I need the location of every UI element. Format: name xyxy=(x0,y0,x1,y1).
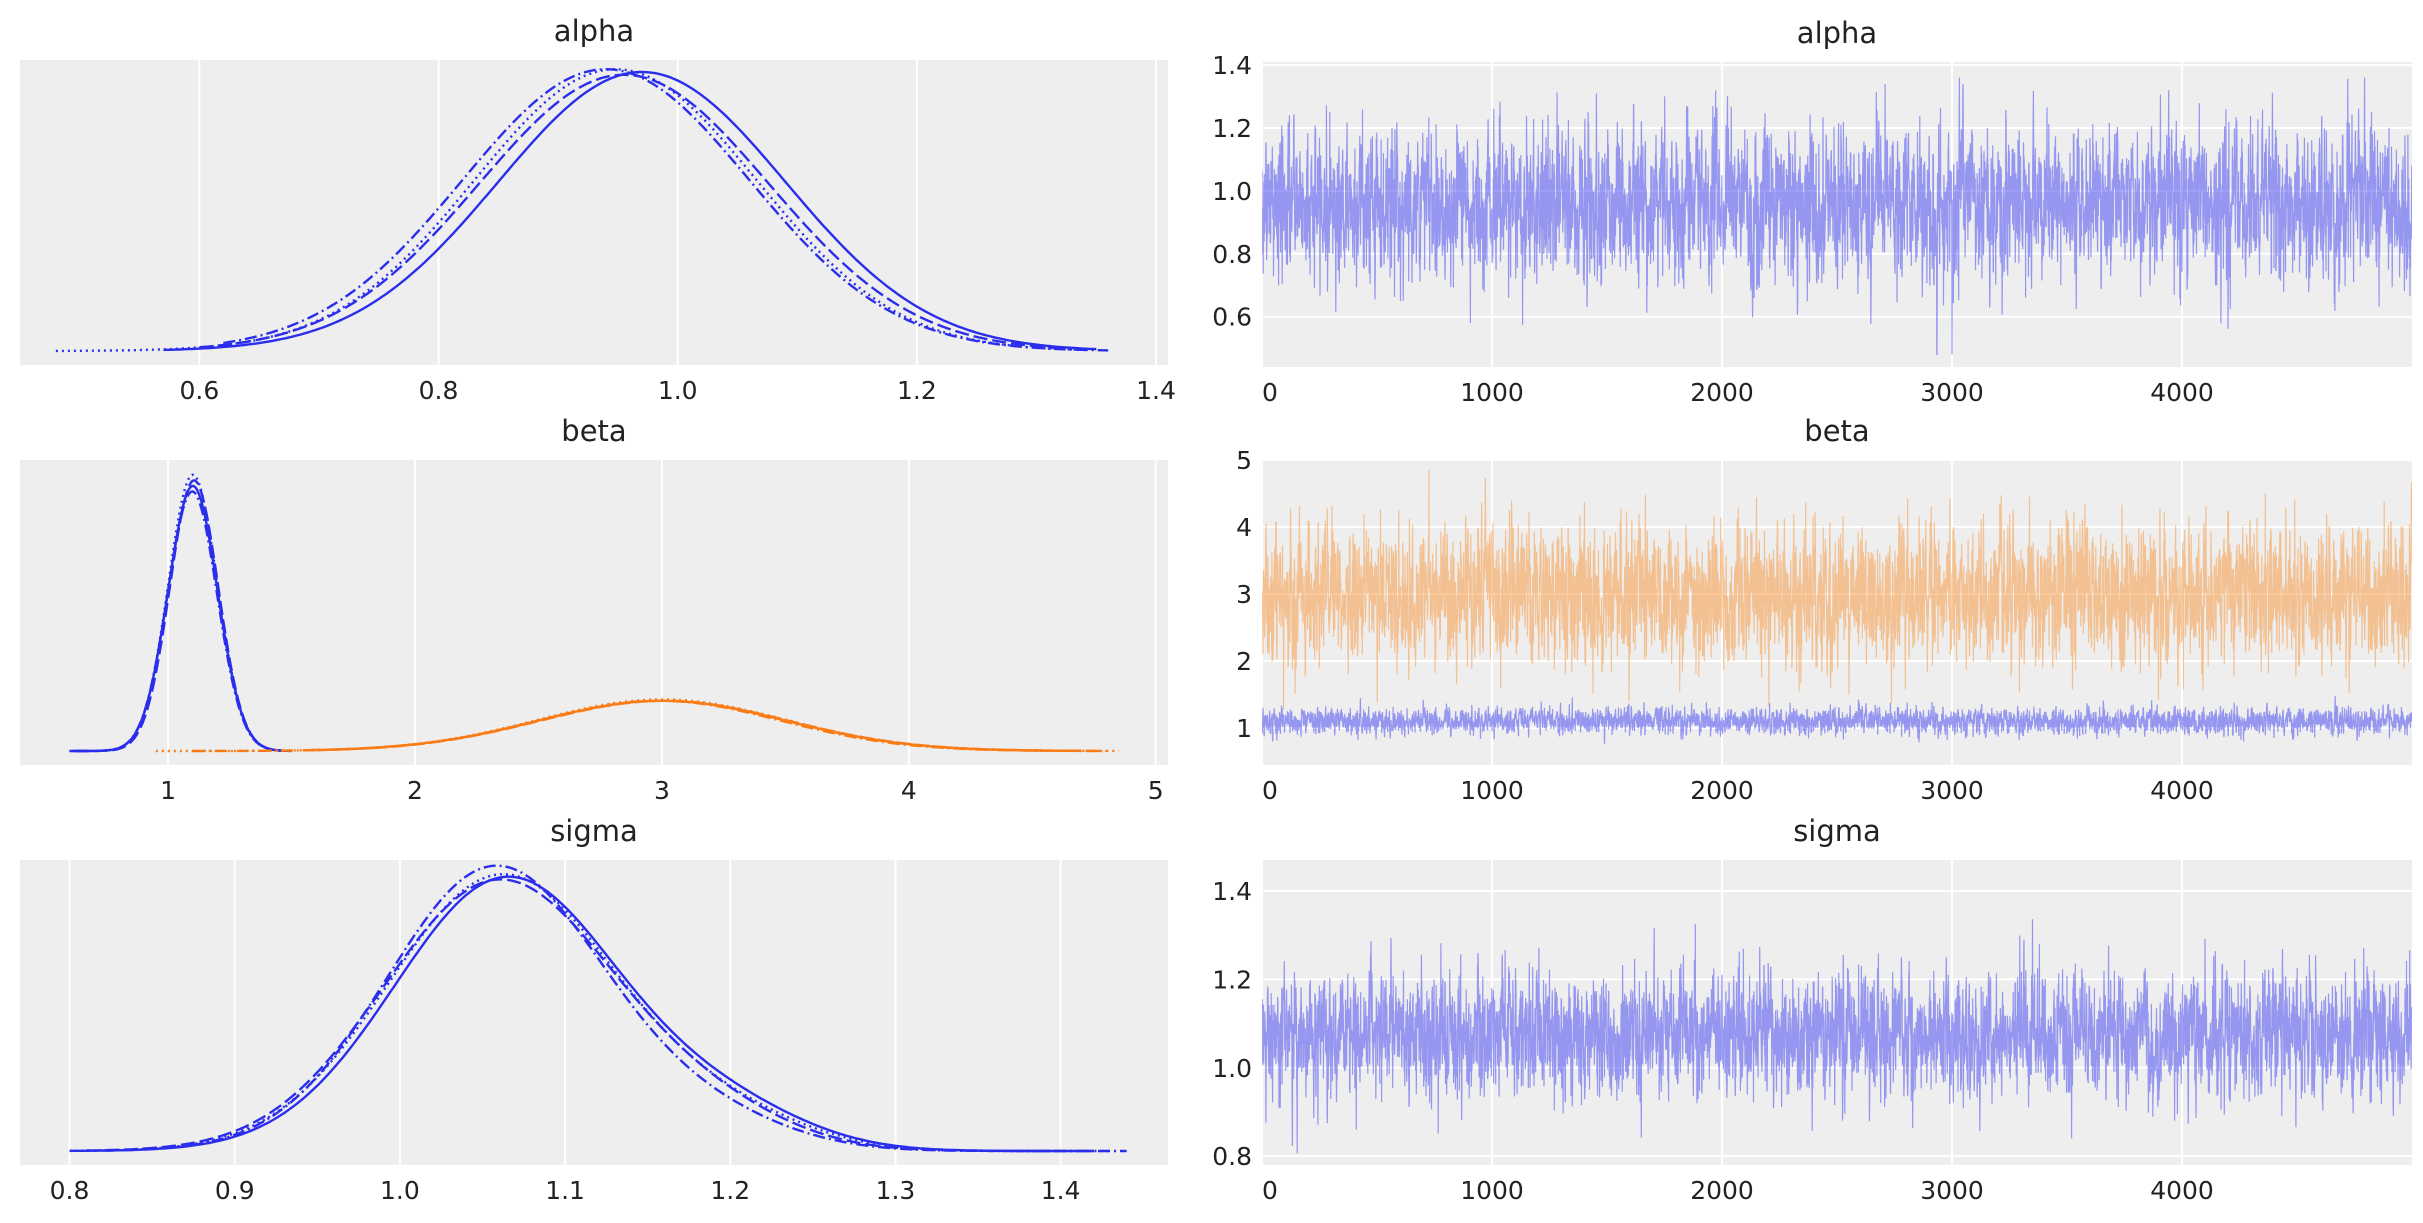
sigma-trace-series-group xyxy=(1262,919,2412,1154)
alpha-kde-xtick-label: 0.8 xyxy=(419,376,459,405)
alpha-trace-panel: 0 1000 2000 3000 4000 0.6 0.8 1.0 1.2 1.4 alpha xyxy=(1212,16,2412,407)
sigma-kde-series-group xyxy=(69,864,1127,1153)
sigma-kde-panel: 0.8 0.9 1.0 1.1 1.2 1.3 1.4 sigma xyxy=(20,814,1168,1205)
sigma-trace-title: sigma xyxy=(1793,814,1881,848)
sigma-kde-xtick-label: 1.2 xyxy=(710,1176,750,1205)
beta-trace-trace-line-0 xyxy=(1262,470,2412,710)
alpha-trace-ytick-label: 1.0 xyxy=(1212,177,1252,206)
sigma-trace-ytick-label: 1.2 xyxy=(1212,965,1252,994)
beta-kde-xtick-label: 5 xyxy=(1148,776,1164,805)
beta-trace-ytick-label: 2 xyxy=(1236,647,1252,676)
beta-kde-kde-line-3 xyxy=(76,490,285,753)
alpha-trace-ytick-label: 1.2 xyxy=(1212,114,1252,143)
sigma-trace-trace-line-0 xyxy=(1262,919,2412,1154)
alpha-trace-xtick-label: 2000 xyxy=(1690,378,1754,407)
sigma-kde-xtick-label: 1.0 xyxy=(380,1176,420,1205)
alpha-kde-kde-line-3 xyxy=(223,68,1109,352)
sigma-trace-xtick-label: 0 xyxy=(1262,1176,1278,1205)
sigma-trace-ytick-label: 1.0 xyxy=(1212,1054,1252,1083)
alpha-trace-ytick-label: 0.8 xyxy=(1212,240,1252,269)
alpha-kde-background xyxy=(20,60,1168,365)
beta-kde-series-group xyxy=(69,473,1119,753)
beta-trace-ytick-label: 1 xyxy=(1236,714,1252,743)
sigma-trace-xtick-label: 4000 xyxy=(2150,1176,2214,1205)
beta-trace-ytick-label: 5 xyxy=(1236,446,1252,475)
beta-kde-title: beta xyxy=(561,414,626,448)
beta-trace-xtick-label: 1000 xyxy=(1460,776,1524,805)
beta-trace-xtick-label: 4000 xyxy=(2150,776,2214,805)
alpha-kde-xtick-label: 1.0 xyxy=(658,376,698,405)
beta-trace-xtick-label: 2000 xyxy=(1690,776,1754,805)
alpha-trace-title: alpha xyxy=(1797,16,1877,50)
alpha-kde-title: alpha xyxy=(554,14,634,48)
sigma-trace-ytick-label: 0.8 xyxy=(1212,1142,1252,1171)
beta-kde-xtick-label: 3 xyxy=(654,776,670,805)
sigma-kde-xtick-label: 1.1 xyxy=(545,1176,585,1205)
beta-trace-series-group xyxy=(1262,470,2412,744)
sigma-kde-title: sigma xyxy=(550,814,638,848)
alpha-kde-series-group xyxy=(55,67,1109,353)
sigma-kde-xtick-label: 1.3 xyxy=(876,1176,916,1205)
beta-kde-xtick-label: 2 xyxy=(407,776,423,805)
sigma-kde-background xyxy=(20,860,1168,1165)
sigma-trace-xtick-label: 3000 xyxy=(1920,1176,1984,1205)
sigma-kde-xtick-label: 0.9 xyxy=(215,1176,255,1205)
alpha-trace-xtick-label: 1000 xyxy=(1460,378,1524,407)
sigma-kde-xtick-label: 0.8 xyxy=(50,1176,90,1205)
alpha-trace-series-group xyxy=(1262,77,2412,355)
beta-kde-panel: 1 2 3 4 5 beta xyxy=(20,414,1168,805)
sigma-trace-xtick-label: 1000 xyxy=(1460,1176,1524,1205)
beta-trace-xtick-label: 3000 xyxy=(1920,776,1984,805)
beta-trace-title: beta xyxy=(1804,414,1869,448)
alpha-trace-xtick-label: 3000 xyxy=(1920,378,1984,407)
alpha-kde-panel: 0.6 0.8 1.0 1.2 1.4 alpha xyxy=(20,14,1176,405)
sigma-kde-xtick-label: 1.4 xyxy=(1041,1176,1081,1205)
alpha-kde-xtick-label: 1.2 xyxy=(897,376,937,405)
beta-kde-xtick-label: 1 xyxy=(160,776,176,805)
alpha-trace-xtick-label: 0 xyxy=(1262,378,1278,407)
alpha-trace-xtick-label: 4000 xyxy=(2150,378,2214,407)
beta-trace-trace-line-1 xyxy=(1262,695,2412,744)
beta-trace-xtick-label: 0 xyxy=(1262,776,1278,805)
alpha-trace-trace-line-0 xyxy=(1262,77,2412,355)
alpha-trace-ytick-label: 0.6 xyxy=(1212,303,1252,332)
beta-kde-background xyxy=(20,460,1168,765)
beta-kde-xtick-label: 4 xyxy=(901,776,917,805)
alpha-kde-xtick-label: 0.6 xyxy=(179,376,219,405)
sigma-trace-panel: 0 1000 2000 3000 4000 0.8 1.0 1.2 1.4 sigma xyxy=(1212,814,2412,1205)
beta-trace-ytick-label: 4 xyxy=(1236,513,1252,542)
alpha-kde-xtick-label: 1.4 xyxy=(1136,376,1176,405)
beta-trace-ytick-label: 3 xyxy=(1236,580,1252,609)
sigma-kde-kde-line-2 xyxy=(69,872,1111,1153)
alpha-trace-ytick-label: 1.4 xyxy=(1212,51,1252,80)
beta-trace-panel: 0 1000 2000 3000 4000 1 2 3 4 5 beta xyxy=(1236,414,2412,805)
sigma-trace-xtick-label: 2000 xyxy=(1690,1176,1754,1205)
sigma-kde-kde-line-3 xyxy=(102,864,1127,1153)
sigma-trace-ytick-label: 1.4 xyxy=(1212,877,1252,906)
